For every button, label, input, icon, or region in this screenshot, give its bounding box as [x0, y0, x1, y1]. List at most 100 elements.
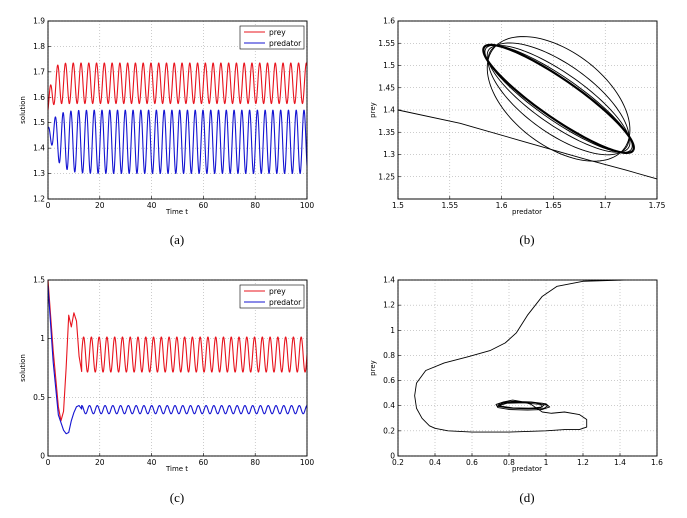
- panel-a-ytick-label-4: 1.6: [33, 93, 45, 102]
- panel-b-xtick-label-4: 1.7: [599, 201, 611, 210]
- panel-d-caption: (d): [519, 490, 534, 505]
- panel-a-frame: [47, 20, 308, 200]
- panel-b-cycle-loop-2: [486, 45, 631, 153]
- panel-d-ylabel: prey: [369, 360, 377, 376]
- panel-b-ytick-label-3: 1.4: [383, 106, 395, 115]
- panel-a-legend-label-predator: predator: [269, 39, 302, 48]
- panel-a-xtick-label-1: 20: [95, 201, 105, 210]
- panel-d-frame: [397, 279, 658, 457]
- panel-a-xtick-label-2: 40: [147, 201, 157, 210]
- panel-d-ytick-label-7: 1.4: [383, 276, 395, 285]
- panel-a-xtick-label-5: 100: [300, 201, 315, 210]
- panel-d-trajectory: [414, 279, 624, 433]
- panel-c-xtick-label-1: 20: [95, 458, 105, 467]
- panel-a-legend: prey predator: [239, 25, 305, 50]
- panel-a-series: [47, 62, 308, 174]
- panel-d-ytick-label-4: 0.8: [383, 351, 395, 360]
- panel-c-xlabel: Time t: [165, 465, 188, 473]
- panel-b-cycle-loop-1: [484, 44, 633, 153]
- panel-d-ytick-label-2: 0.4: [383, 401, 395, 410]
- panel-a-ticks: 0 20 40 60 80 100 1.2 1.3 1.4 1.5 1.6 1.7 1.8 1.9: [33, 17, 314, 211]
- panel-a-ytick-label-1: 1.3: [33, 169, 45, 178]
- panel-c-legend-label-predator: predator: [269, 298, 302, 307]
- panel-b-xtick-label-2: 1.6: [496, 201, 508, 210]
- panel-c-frame: [47, 279, 308, 457]
- panel-b-frame: [397, 20, 658, 200]
- panel-a-ylabel: solution: [19, 96, 27, 124]
- panel-a-legend-label-prey: prey: [269, 28, 286, 37]
- panel-c-legend: prey predator: [239, 284, 305, 309]
- panel-b-series: [397, 36, 658, 180]
- panel-a-ytick-label-2: 1.4: [33, 144, 45, 153]
- panel-d-ytick-label-5: 1: [390, 326, 395, 335]
- panel-d-xtick-label-1: 0.4: [429, 458, 441, 467]
- panel-c-series: [47, 279, 308, 435]
- panel-a-xtick-label-0: 0: [46, 201, 51, 210]
- panel-c-xtick-label-2: 40: [147, 458, 157, 467]
- panel-d: 0.2 0.4 0.6 0.8 1 1.2 1.4 1.600.20.40.60.811.21…: [369, 276, 663, 506]
- panel-d-ytick-label-1: 0.2: [383, 426, 395, 435]
- panel-b-xtick-label-3: 1.65: [545, 201, 562, 210]
- panel-b-ytick-label-2: 1.35: [378, 128, 395, 137]
- panel-b-cycle-loop-4: [486, 36, 631, 162]
- panel-b-xtick-label-1: 1.55: [441, 201, 458, 210]
- panel-a-series-prey: [47, 62, 308, 111]
- panel-c-ytick-label-1: 0.5: [33, 393, 45, 402]
- panel-a-caption: (a): [170, 232, 184, 247]
- panel-a-ytick-label-7: 1.9: [33, 17, 45, 26]
- panel-c-xtick-label-5: 100: [300, 458, 315, 467]
- panel-c-xtick-label-3: 60: [199, 458, 209, 467]
- panel-d-xtick-label-3: 0.8: [503, 458, 515, 467]
- panel-d-xtick-label-7: 1.6: [651, 458, 663, 467]
- panel-c-xtick-label-4: 80: [250, 458, 260, 467]
- panel-b-xtick-label-5: 1.75: [649, 201, 666, 210]
- panel-b: 1.5 1.55 1.6 1.65 1.7 1.75 1.25 1.3 1.35 1.4 1.45 1…: [369, 17, 666, 248]
- panel-d-series: [414, 279, 624, 433]
- panel-d-ytick-label-0: 0: [390, 452, 395, 461]
- panel-d-ytick-label-3: 0.6: [383, 376, 395, 385]
- panel-c-series-prey: [47, 279, 308, 422]
- panel-b-ticks: 1.5 1.55 1.6 1.65 1.7 1.75 1.25 1.3 1.35 1.4 1.45 1…: [378, 17, 665, 211]
- panel-d-xtick-label-4: 1: [544, 458, 549, 467]
- panel-b-ylabel: prey: [369, 102, 377, 118]
- panel-d-xtick-label-2: 0.6: [466, 458, 478, 467]
- panel-b-cycle-loop-3: [487, 42, 630, 156]
- panel-a-series-predator: [47, 109, 308, 174]
- panel-d-xtick-label-0: 0.2: [392, 458, 404, 467]
- panel-a-ytick-label-3: 1.5: [33, 118, 45, 127]
- panel-a: 0 20 40 60 80 100 1.2 1.3 1.4 1.5 1.6 1.7 1.8 1.9 pre…: [19, 17, 314, 248]
- panel-d-xtick-label-5: 1.2: [577, 458, 589, 467]
- panel-d-ticks: 0.2 0.4 0.6 0.8 1 1.2 1.4 1.600.20.40.60.811.21…: [383, 276, 663, 468]
- panel-d-xlabel: predator: [512, 465, 542, 473]
- panel-d-xtick-label-6: 1.4: [614, 458, 626, 467]
- panel-c: 0 20 40 60 80 100 0 0.5 1 1.5 prey predator Time …: [19, 276, 314, 506]
- panel-b-ytick-label-5: 1.5: [383, 61, 395, 70]
- panel-b-xtick-label-0: 1.5: [392, 201, 404, 210]
- panel-a-xtick-label-3: 60: [199, 201, 209, 210]
- panel-b-ytick-label-7: 1.6: [383, 17, 395, 26]
- panel-c-ticks: 0 20 40 60 80 100 0 0.5 1 1.5: [33, 276, 314, 468]
- panel-a-ytick-label-6: 1.8: [33, 42, 45, 51]
- panel-a-ytick-label-0: 1.2: [33, 195, 45, 204]
- panel-d-plot-area: [397, 279, 658, 457]
- panel-c-ytick-label-0: 0: [40, 452, 45, 461]
- panel-b-cycle-loop-0: [482, 43, 635, 155]
- panel-c-ytick-label-3: 1.5: [33, 276, 45, 285]
- panel-a-xtick-label-4: 80: [250, 201, 260, 210]
- panel-b-ytick-label-6: 1.55: [378, 39, 395, 48]
- panel-b-entry-trajectory: [397, 109, 658, 180]
- panel-c-series-predator: [47, 285, 308, 435]
- panel-c-caption: (c): [170, 490, 184, 505]
- panel-b-caption: (b): [519, 232, 534, 247]
- panel-c-xtick-label-0: 0: [46, 458, 51, 467]
- panel-b-ytick-label-0: 1.25: [378, 172, 395, 181]
- panel-b-xlabel: predator: [512, 208, 542, 216]
- panel-c-legend-label-prey: prey: [269, 287, 286, 296]
- panel-a-xlabel: Time t: [165, 208, 188, 216]
- panel-b-ytick-label-4: 1.45: [378, 83, 395, 92]
- panel-a-ytick-label-5: 1.7: [33, 67, 45, 76]
- panel-d-ytick-label-6: 1.2: [383, 301, 395, 310]
- panel-c-ylabel: solution: [19, 354, 27, 382]
- panel-c-ytick-label-2: 1: [40, 334, 45, 343]
